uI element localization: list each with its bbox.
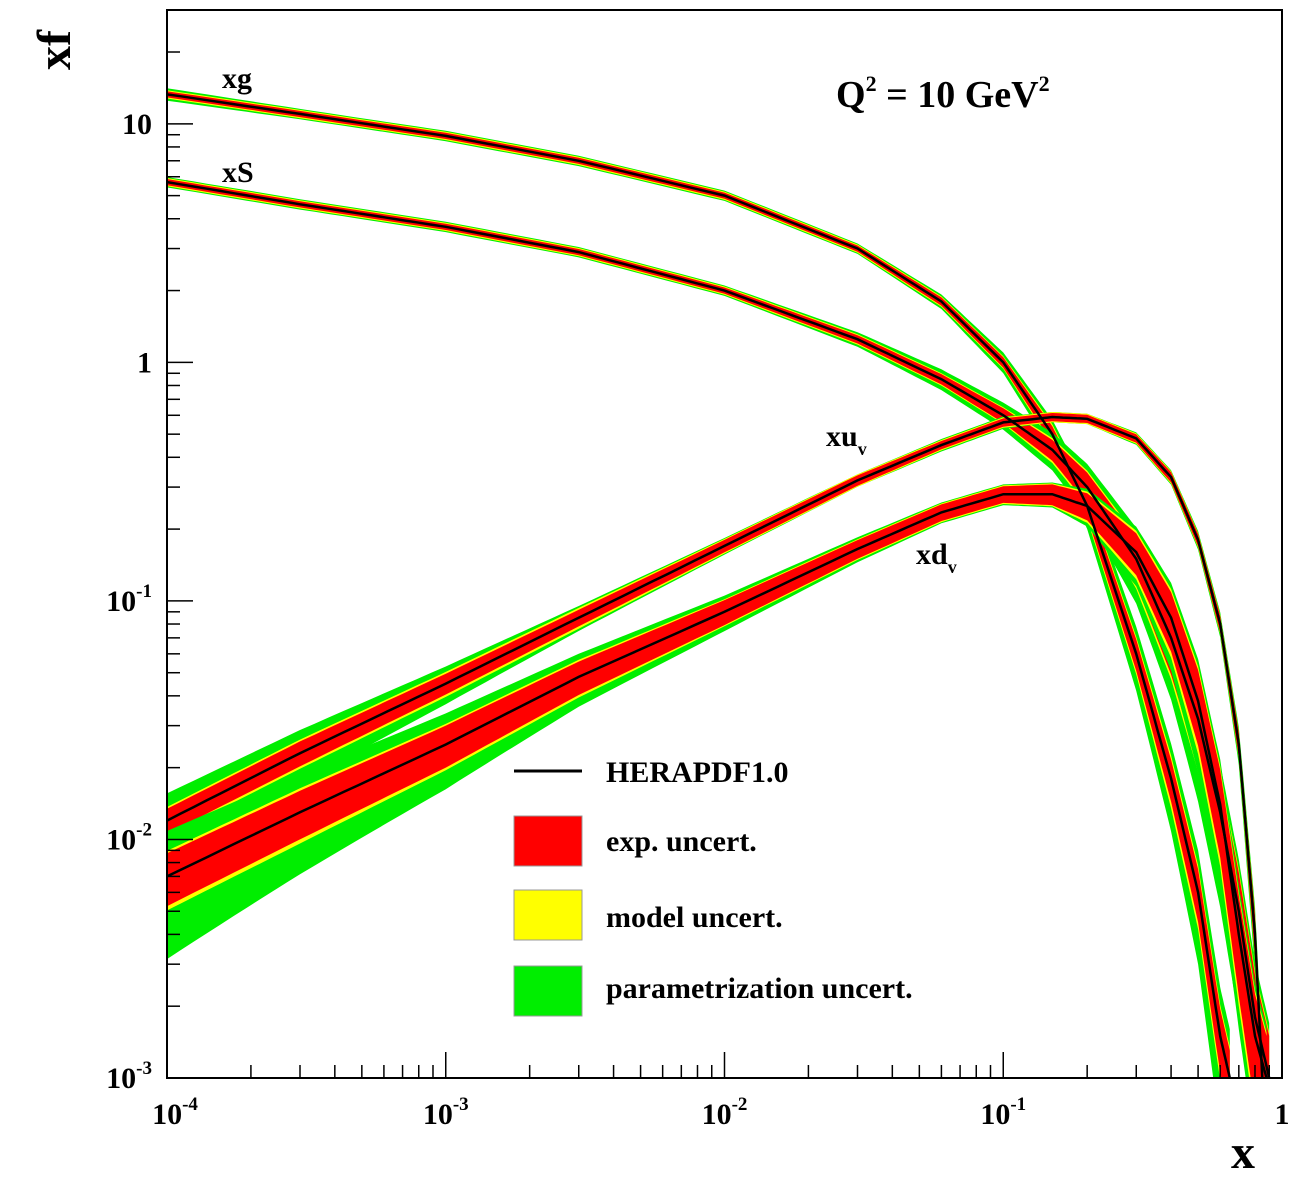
exp-band-xs [167,179,1270,1078]
legend: HERAPDF1.0 exp. uncert. model uncert. pa… [513,756,913,1017]
x-tick-label: 10-2 [702,1094,748,1131]
axis-ticks [166,9,1270,1079]
central-line-xuv [167,415,1264,1078]
legend-label-model: model uncert. [606,901,783,934]
y-axis-title: xf [28,29,81,70]
exp-band-xuv [167,413,1263,1078]
curve-label-xs: xS [222,156,254,189]
legend-label-param: parametrization uncert. [606,972,913,1005]
curve-label-xg: xg [222,62,252,95]
uncertainty-bands [167,88,1270,1078]
exp-band-xdv [167,484,1267,1078]
legend-label-herapdf: HERAPDF1.0 [606,756,789,789]
curve-label-xdv: xdv [916,538,957,577]
y-tick-label: 10-1 [106,581,152,618]
central-curves [167,93,1271,1078]
annotation-mid: = 10 GeV [877,74,1040,116]
y-tick-label: 10 [122,108,152,141]
annotation-exp1: 2 [866,71,877,96]
y-tick-label: 10-3 [106,1058,152,1095]
y-tick-label: 1 [137,346,152,379]
annotation-q: Q [836,74,866,116]
central-line-xg [167,93,1232,1078]
y-tick-label: 10-2 [106,819,152,856]
legend-swatch-exp [513,815,583,867]
legend-label-exp: exp. uncert. [606,825,757,858]
q2-annotation: Q2 = 10 GeV2 [836,71,1050,116]
x-axis-title: x [1231,1126,1255,1179]
x-tick-label: 1 [1275,1098,1290,1131]
x-tick-label: 10-1 [980,1094,1026,1131]
curve-label-xuv: xuv [826,420,867,459]
x-tick-label: 10-3 [423,1094,469,1131]
x-tick-label: 10-4 [152,1094,198,1131]
legend-swatch-model [513,889,583,941]
legend-swatch-param [513,965,583,1017]
central-line-xdv [167,492,1268,1078]
annotation-exp2: 2 [1039,71,1050,96]
